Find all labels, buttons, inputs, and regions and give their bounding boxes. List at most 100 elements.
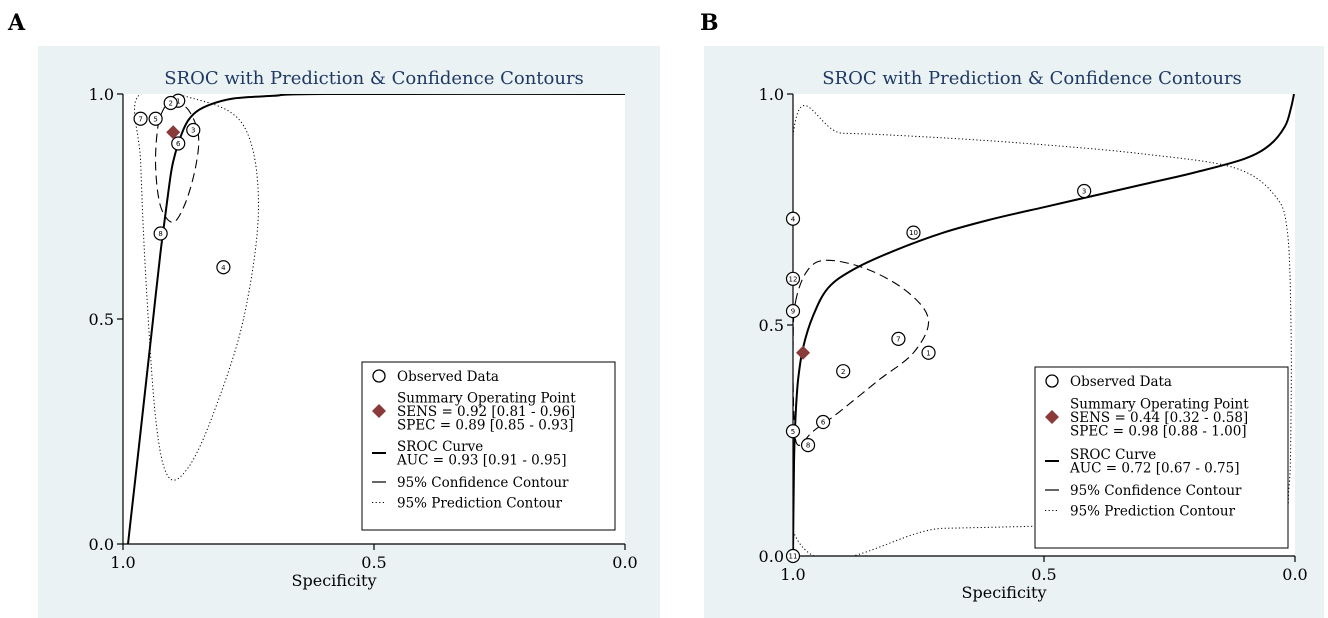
study-point-label: 7	[896, 335, 900, 343]
study-point-marker	[800, 438, 816, 453]
x-tick-label: 0.5	[1031, 565, 1056, 584]
study-point: 9	[785, 304, 801, 319]
study-point-marker	[1077, 183, 1092, 199]
study-point-marker	[163, 95, 178, 111]
legend-item: Observed Data	[372, 369, 499, 385]
study-point-label: 6	[176, 140, 181, 148]
study-point: 10	[906, 225, 921, 240]
study-point-marker	[921, 345, 936, 360]
legend-label: SPEC = 0.98 [0.88 - 1.00]	[1070, 424, 1247, 440]
study-point: 4	[785, 211, 801, 226]
study-point-label: 3	[1082, 188, 1086, 196]
study-point-label: 12	[789, 275, 798, 283]
summary-point	[796, 345, 811, 360]
study-point-label: 10	[909, 229, 918, 237]
study-point-label: 5	[153, 115, 157, 123]
y-tick-label: 0.0	[759, 547, 784, 566]
panel-letter: A	[7, 10, 26, 36]
x-tick-label: 0.0	[1282, 565, 1307, 584]
legend: Observed Data Summary Operating PointSENS…	[361, 361, 616, 531]
confidence-contour	[793, 259, 930, 446]
legend-label: SENS = 0.44 [0.32 - 0.58]	[1070, 410, 1248, 426]
study-point-marker	[785, 271, 801, 286]
legend-item: Observed Data	[1045, 374, 1172, 390]
study-point: 6	[816, 414, 831, 430]
study-point-marker	[785, 304, 801, 319]
panel-letter: B	[700, 10, 719, 36]
panel-a: A SROC with Prediction & Confidence Conto…	[7, 10, 660, 618]
y-tick-label: 0.5	[759, 316, 784, 335]
study-point-marker	[785, 211, 801, 226]
y-tick-label: 1.0	[89, 85, 114, 104]
study-point-marker	[891, 331, 906, 346]
study-point-marker	[816, 414, 831, 430]
study-point-label: 3	[191, 127, 195, 135]
legend-item: 95% Prediction Contour	[372, 496, 563, 512]
study-point: 6	[171, 136, 186, 151]
legend-label: 95% Confidence Contour	[397, 475, 569, 491]
legend-item: 95% Confidence Contour	[1045, 483, 1242, 499]
study-point-marker	[148, 111, 163, 126]
legend-label: 95% Confidence Contour	[1070, 483, 1242, 499]
study-point-label: 4	[221, 264, 226, 272]
study-point: 7	[133, 111, 148, 126]
x-tick-label: 0.5	[361, 553, 386, 572]
study-point: 8	[800, 438, 816, 453]
study-point-label: 7	[138, 115, 142, 123]
study-point: 5	[785, 424, 801, 439]
study-point-marker	[836, 364, 851, 379]
study-point-marker	[785, 424, 801, 439]
study-point: 3	[1077, 183, 1092, 199]
study-point-marker	[216, 260, 231, 275]
chart-title: SROC with Prediction & Confidence Contou…	[822, 68, 1242, 89]
study-point-marker	[153, 226, 168, 241]
study-point: 2	[836, 364, 851, 379]
study-point-label: 11	[789, 553, 798, 561]
legend-label: SENS = 0.92 [0.81 - 0.96]	[397, 404, 575, 420]
study-point: 3	[186, 122, 201, 138]
study-point-marker	[171, 136, 186, 151]
x-axis-label: Specificity	[962, 583, 1047, 602]
study-point-label: 5	[791, 428, 795, 436]
y-tick-label: 0.0	[89, 535, 114, 554]
legend: Observed Data Summary Operating PointSENS…	[1034, 366, 1289, 549]
study-point: 7	[891, 331, 906, 346]
chart-title: SROC with Prediction & Confidence Contou…	[164, 68, 584, 89]
study-point-label: 4	[791, 215, 796, 223]
legend-label: SROC Curve	[1070, 447, 1156, 463]
legend-circle-icon	[372, 369, 386, 383]
x-tick-label: 0.0	[612, 553, 637, 572]
study-point: 8	[153, 226, 168, 241]
legend-label: SROC Curve	[397, 439, 483, 455]
legend-item: 95% Prediction Contour	[1045, 504, 1236, 520]
study-point-label: 9	[791, 308, 795, 316]
legend-label: Observed Data	[1070, 374, 1172, 390]
study-point-label: 1	[176, 97, 180, 105]
study-point-marker	[186, 122, 201, 138]
plot-content	[793, 94, 1295, 556]
legend-item: 95% Confidence Contour	[372, 475, 569, 491]
x-tick-label: 1.0	[110, 553, 135, 572]
prediction-contour	[793, 105, 1292, 556]
study-point-marker	[133, 111, 148, 126]
study-point-label: 2	[841, 368, 845, 376]
study-point: 1	[921, 345, 936, 360]
study-point-marker	[785, 548, 801, 564]
legend-label: 95% Prediction Contour	[397, 496, 563, 512]
prediction-contour	[134, 94, 260, 481]
sroc-curve	[793, 94, 1295, 556]
legend-label: Observed Data	[397, 369, 499, 385]
legend-label: Summary Operating Point	[1070, 397, 1249, 413]
study-point: 11	[785, 548, 801, 564]
legend-label: Summary Operating Point	[397, 391, 576, 407]
study-point: 12	[785, 271, 801, 286]
x-tick-label: 1.0	[780, 565, 805, 584]
legend-diamond-icon	[1045, 410, 1059, 424]
legend-box	[361, 361, 616, 531]
study-point-label: 8	[158, 230, 162, 238]
legend-label: AUC = 0.72 [0.67 - 0.75]	[1069, 461, 1240, 477]
x-axis-label: Specificity	[292, 571, 377, 590]
